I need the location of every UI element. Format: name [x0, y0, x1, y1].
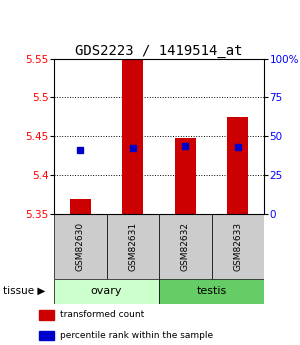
Bar — [212, 214, 264, 278]
Title: GDS2223 / 1419514_at: GDS2223 / 1419514_at — [75, 43, 243, 58]
Bar — [227, 117, 248, 214]
Bar — [39, 331, 54, 341]
Text: ovary: ovary — [91, 286, 122, 296]
Bar — [54, 278, 159, 304]
Bar — [175, 138, 196, 214]
Text: transformed count: transformed count — [60, 310, 144, 319]
Text: tissue ▶: tissue ▶ — [3, 286, 45, 296]
Bar — [106, 214, 159, 278]
Text: testis: testis — [196, 286, 226, 296]
Bar — [159, 214, 211, 278]
Text: GSM82633: GSM82633 — [233, 221, 242, 270]
Bar — [122, 60, 143, 214]
Text: percentile rank within the sample: percentile rank within the sample — [60, 331, 213, 340]
Bar — [54, 214, 106, 278]
Text: GSM82632: GSM82632 — [181, 221, 190, 270]
Text: GSM82630: GSM82630 — [76, 221, 85, 270]
Bar — [39, 310, 54, 319]
Bar — [159, 278, 264, 304]
Text: GSM82631: GSM82631 — [128, 221, 137, 270]
Bar — [70, 199, 91, 214]
